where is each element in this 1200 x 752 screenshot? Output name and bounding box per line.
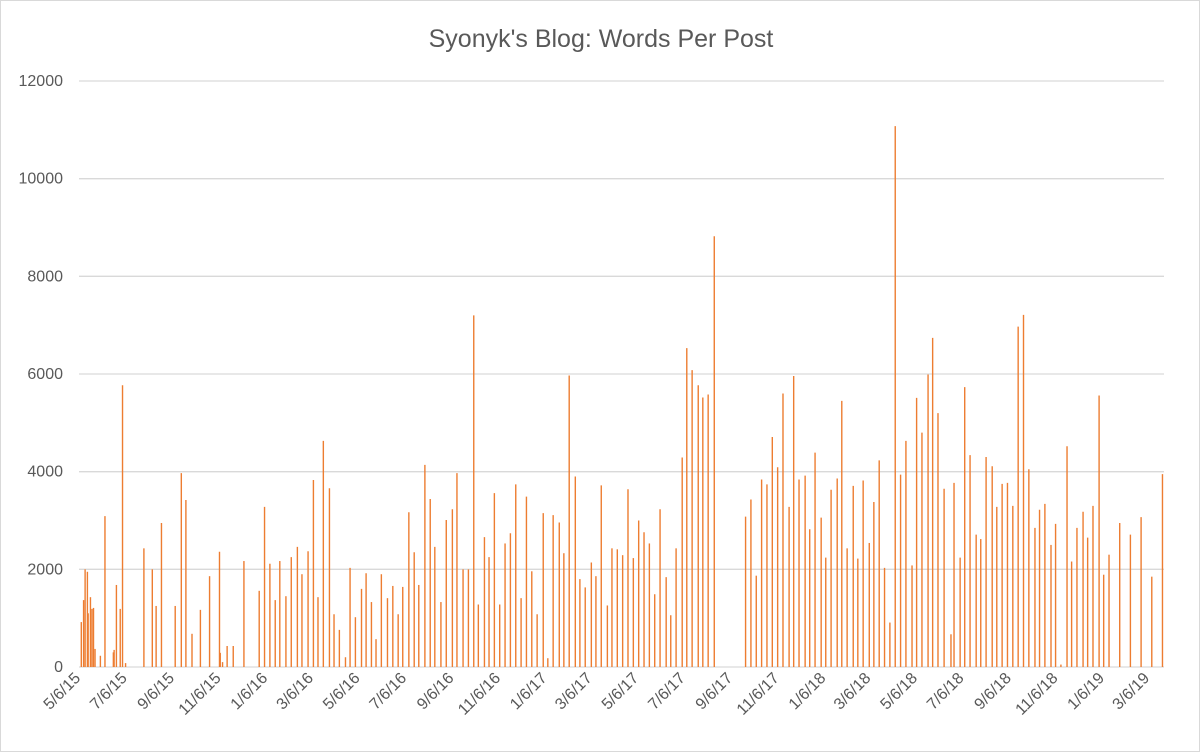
x-tick-label: 3/6/18 [831, 670, 875, 714]
x-tick-label: 5/6/17 [599, 670, 643, 714]
x-tick-label: 9/6/16 [414, 670, 458, 714]
x-tick-label: 7/6/15 [87, 670, 131, 714]
x-tick-label: 11/6/18 [1013, 670, 1062, 719]
y-tick-label: 12000 [19, 73, 64, 90]
y-tick-label: 4000 [27, 464, 63, 481]
chart-title: Syonyk's Blog: Words Per Post [428, 25, 774, 53]
y-tick-label: 8000 [27, 268, 63, 285]
y-tick-label: 0 [54, 659, 63, 676]
x-tick-label: 1/6/16 [228, 670, 272, 714]
x-tick-label: 11/6/16 [455, 670, 504, 719]
x-tick-label: 11/6/15 [176, 670, 225, 719]
x-tick-label: 7/6/17 [645, 670, 689, 714]
x-tick-label: 5/6/18 [877, 670, 921, 714]
x-tick-label: 9/6/15 [135, 670, 179, 714]
x-tick-label: 1/6/17 [507, 670, 551, 714]
gridlines [79, 80, 1164, 668]
x-tick-label: 9/6/17 [693, 670, 737, 714]
x-tick-label: 5/6/15 [41, 670, 85, 714]
x-tick-label: 7/6/18 [924, 670, 968, 714]
x-tick-label: 1/6/19 [1065, 670, 1109, 714]
bars [80, 126, 1164, 667]
x-tick-label: 3/6/17 [552, 670, 596, 714]
x-tick-label: 11/6/17 [734, 670, 783, 719]
x-tick-label: 9/6/18 [971, 670, 1015, 714]
x-tick-label: 3/6/16 [274, 670, 318, 714]
y-tick-label: 10000 [19, 171, 64, 188]
y-axis-ticks: 0 2000 4000 6000 8000 10000 12000 [19, 73, 64, 676]
y-tick-label: 6000 [27, 366, 63, 383]
x-tick-label: 3/6/19 [1110, 670, 1154, 714]
y-tick-label: 2000 [27, 561, 63, 578]
x-tick-label: 7/6/16 [367, 670, 411, 714]
x-tick-label: 5/6/16 [320, 670, 364, 714]
x-tick-label: 1/6/18 [786, 670, 830, 714]
